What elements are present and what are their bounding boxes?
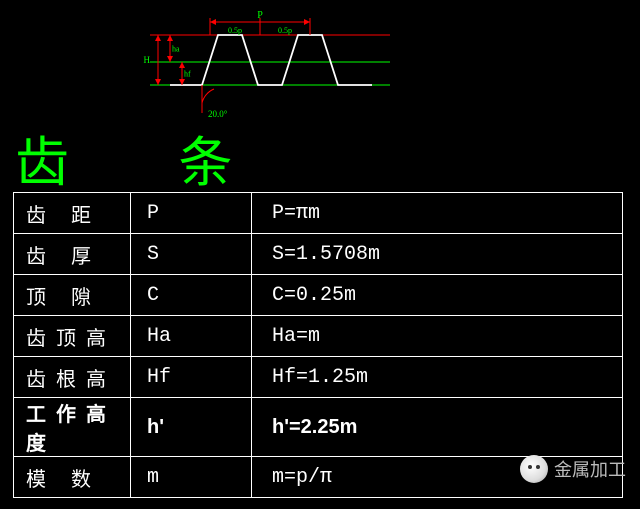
param-name: 顶 隙 <box>14 275 131 316</box>
table-row: 齿 距PP=πm <box>14 193 623 234</box>
svg-text:hf: hf <box>184 70 191 79</box>
rack-tooth-diagram: HhahfP0.5p0.5p20.0° <box>140 0 440 130</box>
table-row: 齿顶高HaHa=m <box>14 316 623 357</box>
param-formula: C=0.25m <box>252 275 623 316</box>
param-name: 齿 距 <box>14 193 131 234</box>
param-symbol: Ha <box>131 316 252 357</box>
param-symbol: h' <box>131 398 252 457</box>
parameter-table: 齿 距PP=πm齿 厚SS=1.5708m顶 隙CC=0.25m齿顶高HaHa=… <box>13 192 623 498</box>
param-formula: h'=2.25m <box>252 398 623 457</box>
svg-text:0.5p: 0.5p <box>228 26 242 35</box>
table-row: 齿根高HfHf=1.25m <box>14 357 623 398</box>
param-symbol: m <box>131 457 252 498</box>
param-symbol: C <box>131 275 252 316</box>
param-formula: S=1.5708m <box>252 234 623 275</box>
svg-text:P: P <box>257 10 263 21</box>
table-row: 齿 厚SS=1.5708m <box>14 234 623 275</box>
param-name: 齿 厚 <box>14 234 131 275</box>
watermark-text: 金属加工 <box>554 456 626 482</box>
param-symbol: Hf <box>131 357 252 398</box>
param-name: 齿顶高 <box>14 316 131 357</box>
param-name: 齿根高 <box>14 357 131 398</box>
watermark: 金属加工 <box>520 455 626 483</box>
param-symbol: S <box>131 234 252 275</box>
param-formula: Ha=m <box>252 316 623 357</box>
page-title: 齿 条 <box>15 118 281 197</box>
table-row: 顶 隙CC=0.25m <box>14 275 623 316</box>
param-formula: P=πm <box>252 193 623 234</box>
svg-text:H: H <box>144 55 151 65</box>
param-name: 模 数 <box>14 457 131 498</box>
table-row: 工作高度h'h'=2.25m <box>14 398 623 457</box>
wechat-icon <box>520 455 548 483</box>
param-formula: Hf=1.25m <box>252 357 623 398</box>
svg-text:ha: ha <box>172 45 180 54</box>
svg-text:0.5p: 0.5p <box>278 26 292 35</box>
param-symbol: P <box>131 193 252 234</box>
param-name: 工作高度 <box>14 398 131 457</box>
